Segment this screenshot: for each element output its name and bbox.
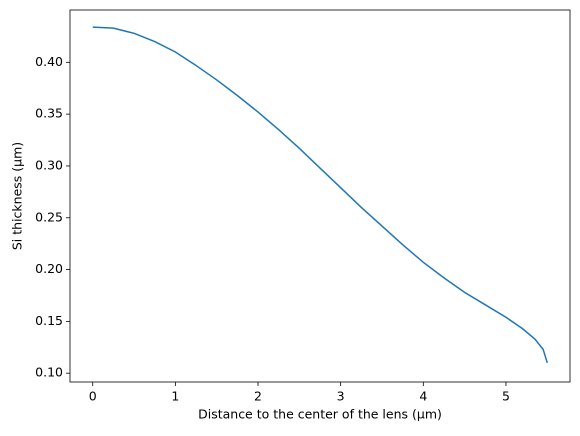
y-tick-label: 0.40 xyxy=(35,54,63,69)
y-tick-label: 0.20 xyxy=(35,261,63,276)
y-tick-label: 0.25 xyxy=(35,209,63,224)
y-tick-label: 0.15 xyxy=(35,313,63,328)
y-tick-label: 0.35 xyxy=(35,106,63,121)
data-line xyxy=(92,26,548,364)
x-tick-label: 3 xyxy=(337,389,345,404)
plot-frame xyxy=(69,9,571,383)
x-tick-label: 4 xyxy=(419,389,427,404)
x-tick-label: 5 xyxy=(502,389,510,404)
x-axis-label: Distance to the center of the lens (μm) xyxy=(198,407,442,422)
y-tick-label: 0.10 xyxy=(35,365,63,380)
y-axis-label: Si thickness (μm) xyxy=(10,142,25,250)
x-tick-label: 1 xyxy=(171,389,179,404)
x-tick-label: 0 xyxy=(89,389,97,404)
y-tick-label: 0.30 xyxy=(35,157,63,172)
x-tick-label: 2 xyxy=(254,389,262,404)
